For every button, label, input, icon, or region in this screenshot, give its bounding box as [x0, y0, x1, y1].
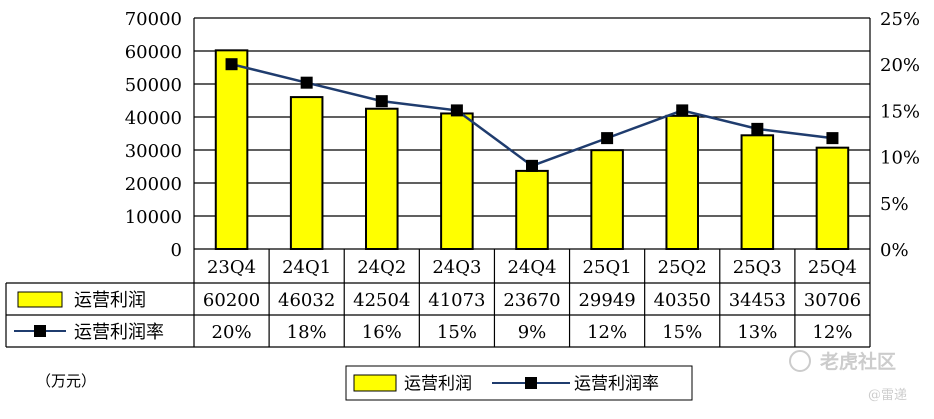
line-series: [225, 58, 839, 172]
axis-labels: 0 10000 20000 30000 40000 50000 60000 70000 0% 5%…: [125, 9, 920, 261]
x-tick-label: 25Q4: [808, 257, 857, 278]
margin-value-cell: 9%: [518, 322, 547, 343]
line-marker: [826, 132, 839, 145]
y2-tick-label: 5%: [880, 194, 909, 215]
y-tick-label: 50000: [125, 75, 182, 96]
bar: [289, 96, 324, 250]
table-bar-series-label: 运营利润: [74, 290, 146, 311]
bar: [590, 149, 624, 251]
x-tick-label: 25Q3: [733, 257, 782, 278]
margin-value-cell: 18%: [287, 322, 327, 343]
legend-bar-label: 运营利润: [404, 374, 472, 394]
bar: [665, 114, 699, 250]
bar-value-cell: 30706: [804, 290, 861, 311]
legend-bar-swatch: [353, 374, 397, 392]
margin-value-cell: 12%: [587, 322, 627, 343]
bar: [515, 169, 549, 251]
line-marker: [601, 132, 614, 145]
margin-value-cell: 15%: [437, 322, 477, 343]
bar-value-cell: 29949: [578, 290, 635, 311]
x-tick-label: 25Q1: [583, 257, 632, 278]
bar-value-cell: 23670: [503, 290, 560, 311]
line-marker: [526, 159, 538, 172]
bar-series: [214, 49, 850, 251]
y-tick-label: 10000: [125, 207, 182, 228]
margin-value-cell: 15%: [662, 322, 702, 343]
x-tick-label: 25Q2: [658, 257, 707, 278]
y-tick-label: 40000: [125, 108, 182, 129]
bar: [365, 107, 399, 250]
bar: [740, 134, 775, 250]
bar-value-cell: 46032: [278, 290, 335, 311]
margin-value-cell: 20%: [212, 322, 252, 343]
y-tick-label: 0: [171, 240, 182, 261]
margin-value-cell: 12%: [812, 322, 852, 343]
line-marker: [300, 76, 313, 89]
y2-tick-label: 25%: [880, 9, 920, 30]
watermark-author: @雷递: [868, 388, 907, 403]
y-tick-label: 70000: [125, 9, 182, 30]
bar-value-cell: 41073: [428, 290, 485, 311]
y2-tick-label: 10%: [880, 148, 920, 169]
x-tick-label: 24Q2: [357, 257, 406, 278]
unit-note: （万元）: [36, 372, 96, 390]
y2-tick-label: 20%: [880, 55, 920, 76]
bar-value-cell: 34453: [729, 290, 786, 311]
margin-value-cell: 13%: [737, 322, 777, 343]
y2-tick-label: 15%: [880, 101, 920, 122]
line-marker: [676, 104, 689, 117]
x-tick-label: 24Q1: [282, 257, 331, 278]
y-tick-label: 20000: [125, 174, 182, 195]
tiger-logo-icon: [789, 350, 811, 372]
table-bar-key: [17, 291, 63, 308]
bar-value-cell: 42504: [353, 290, 410, 311]
data-table: 23Q4 60200 20% 24Q1 46032 18% 24Q2 42504 16% 24Q3…: [5, 249, 870, 348]
y-tick-label: 60000: [125, 42, 182, 63]
watermark: 老虎社区 @雷递: [789, 350, 907, 403]
line-marker: [375, 95, 388, 108]
margin-value-cell: 16%: [362, 322, 402, 343]
x-tick-label: 24Q3: [432, 257, 481, 278]
bar: [440, 112, 474, 250]
table-line-series-label: 运营利润率: [74, 322, 164, 343]
bar-value-cell: 40350: [654, 290, 711, 311]
legend-line-label: 运营利润率: [574, 374, 659, 394]
bar: [815, 146, 850, 250]
x-tick-label: 24Q4: [507, 257, 556, 278]
watermark-brand: 老虎社区: [820, 350, 896, 373]
y-tick-label: 30000: [125, 141, 182, 162]
line-marker: [450, 104, 463, 117]
bar-value-cell: 60200: [203, 290, 260, 311]
table-line-key-marker: [34, 325, 46, 337]
line-marker: [225, 58, 238, 71]
x-tick-label: 23Q4: [207, 257, 256, 278]
legend: 运营利润 运营利润率: [345, 365, 693, 401]
line-marker: [751, 122, 764, 135]
legend-line-marker: [525, 377, 537, 389]
bar: [214, 49, 249, 251]
y2-tick-label: 0%: [880, 240, 909, 261]
